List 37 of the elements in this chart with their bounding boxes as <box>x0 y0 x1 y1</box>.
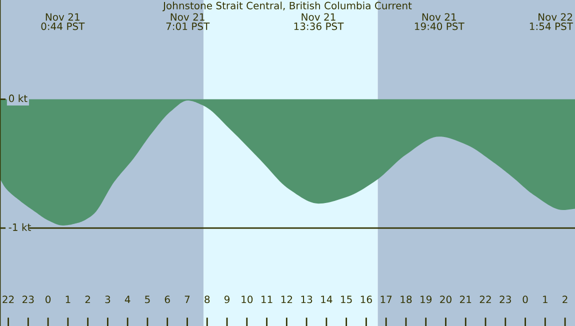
x-tick-label: 23 <box>22 296 34 304</box>
x-tick-label: 6 <box>164 296 170 304</box>
y-tick-label: -1 kt <box>8 223 31 231</box>
x-tick-label: 22 <box>480 296 491 304</box>
y-tick-label: 0 kt <box>8 94 28 102</box>
annotation: Nov 21 19:40 PST <box>414 13 464 30</box>
x-tick-label: 1 <box>66 296 70 304</box>
x-tick-label: 23 <box>500 296 511 304</box>
x-tick-label: 5 <box>145 296 150 304</box>
x-tick-label: 2 <box>562 296 568 304</box>
x-tick-label: 10 <box>242 296 253 304</box>
x-tick-label: 20 <box>440 296 452 304</box>
x-tick-label: 19 <box>420 296 432 304</box>
x-tick-label: 21 <box>460 296 472 304</box>
x-tick-label: 16 <box>360 296 372 304</box>
x-tick-label: 9 <box>224 296 230 304</box>
x-tick-label: 7 <box>184 296 190 304</box>
annotation: Nov 21 7:01 PST <box>166 13 210 30</box>
annotation: Nov 21 0:44 PST <box>41 13 85 30</box>
x-tick-label: 12 <box>281 296 292 304</box>
x-tick-label: 4 <box>124 296 130 304</box>
x-tick-label: 3 <box>105 296 110 304</box>
annotation: Nov 22 1:54 PST <box>530 13 574 30</box>
x-tick-label: 13 <box>301 296 312 304</box>
x-tick-label: 0 <box>522 296 528 304</box>
x-tick-label: 22 <box>2 296 14 304</box>
x-tick-label: 0 <box>46 296 51 304</box>
x-tick-label: 1 <box>543 296 548 304</box>
x-tick-label: 8 <box>204 296 210 304</box>
chart-title: Johnstone Strait Central, British Columbia Current <box>162 2 412 12</box>
x-tick-label: 17 <box>380 296 392 304</box>
x-tick-label: 18 <box>400 296 412 304</box>
x-tick-label: 15 <box>341 296 352 304</box>
x-tick-label: 2 <box>85 296 90 304</box>
x-tick-label: 14 <box>321 296 332 304</box>
annotation: Nov 21 13:36 PST <box>294 13 344 30</box>
x-tick-label: 11 <box>262 296 272 304</box>
